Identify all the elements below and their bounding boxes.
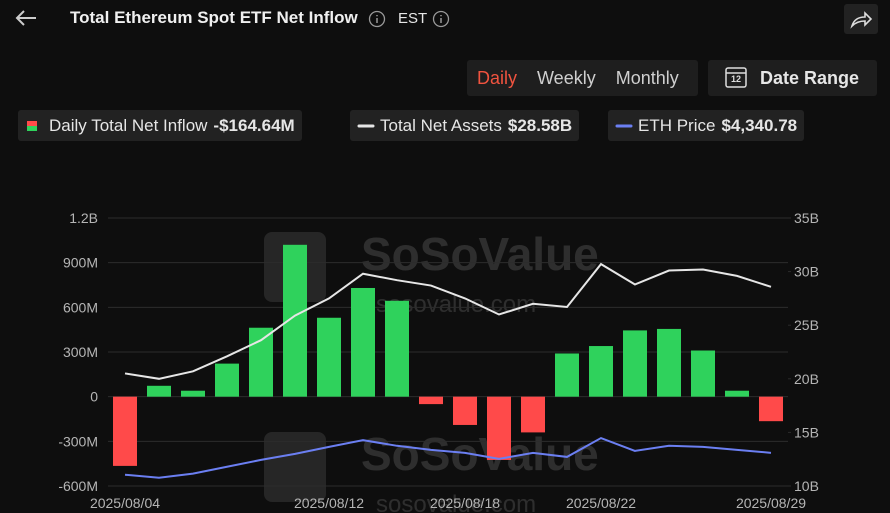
bar	[113, 396, 137, 466]
period-tabs: Daily Weekly Monthly	[467, 60, 698, 96]
legend-value: -$164.64M	[213, 115, 295, 135]
y2-tick-label: 30B	[794, 264, 819, 280]
legend-label: Daily Total Net Inflow	[49, 115, 208, 135]
y-tick-label: 0	[90, 389, 98, 405]
bar	[623, 330, 647, 397]
tab-weekly[interactable]: Weekly	[537, 67, 596, 88]
line	[124, 262, 772, 380]
bar	[249, 327, 273, 397]
x-tick-label: 2025/08/22	[566, 495, 636, 511]
bar	[725, 390, 749, 397]
y-tick-label: 300M	[63, 344, 98, 360]
x-tick-label: 2025/08/04	[90, 495, 160, 511]
y-tick-label: -600M	[58, 478, 98, 494]
date-range-label: Date Range	[760, 67, 860, 88]
bar	[419, 396, 443, 405]
tab-monthly[interactable]: Monthly	[615, 67, 679, 88]
x-tick-label: 2025/08/18	[430, 495, 500, 511]
watermark: SoSoValue	[361, 228, 599, 280]
legend-swatch	[357, 124, 375, 127]
chart: SoSoValuesosovalue.comSoSoValuesosovalue…	[58, 210, 819, 513]
watermark-logo	[264, 432, 326, 502]
bar	[521, 396, 545, 433]
y-tick-label: -300M	[58, 433, 98, 449]
legend-swatch	[27, 120, 37, 131]
y-tick-label: 900M	[63, 255, 98, 271]
bar	[351, 287, 375, 397]
y2-tick-label: 20B	[794, 371, 819, 387]
bar	[487, 396, 511, 460]
info-icon[interactable]	[432, 10, 450, 28]
page-title: Total Ethereum Spot ETF Net Inflow	[70, 8, 358, 27]
tab-daily[interactable]: Daily	[477, 67, 518, 88]
calendar-icon: 12	[725, 67, 747, 88]
share-button[interactable]	[844, 4, 878, 34]
timezone: EST	[398, 10, 428, 27]
legend-item[interactable]: Daily Total Net Inflow -$164.64M	[18, 110, 302, 141]
bar	[589, 346, 613, 397]
x-tick-label: 2025/08/29	[736, 495, 806, 511]
bar	[657, 328, 681, 397]
legend-label: ETH Price	[638, 115, 716, 135]
y2-tick-label: 25B	[794, 317, 819, 333]
calendar-day: 12	[731, 74, 741, 84]
bar	[147, 385, 171, 397]
bar	[385, 300, 409, 397]
y-tick-label: 600M	[63, 299, 98, 315]
legend-value: $4,340.78	[721, 115, 798, 135]
date-range-button[interactable]: 12 Date Range	[708, 60, 877, 96]
watermark-url: sosovalue.com	[376, 491, 536, 513]
y2-tick-label: 35B	[794, 210, 819, 226]
bar	[215, 363, 239, 397]
info-icon[interactable]	[368, 10, 386, 28]
legend-item[interactable]: Total Net Assets $28.58B	[350, 110, 580, 141]
bar	[555, 353, 579, 397]
legend-item[interactable]: ETH Price $4,340.78	[608, 110, 805, 141]
legend-swatch	[615, 124, 633, 127]
bar	[181, 390, 205, 397]
line	[124, 436, 772, 479]
bar	[691, 350, 715, 397]
watermark: SoSoValue	[361, 428, 599, 480]
back-button[interactable]	[14, 8, 38, 28]
y-tick-label: 1.2B	[69, 210, 98, 226]
bar	[317, 317, 341, 397]
bar	[453, 396, 477, 425]
legend-value: $28.58B	[507, 115, 573, 135]
y2-tick-label: 10B	[794, 478, 819, 494]
legend-label: Total Net Assets	[380, 115, 502, 135]
x-tick-label: 2025/08/12	[294, 495, 364, 511]
bar	[759, 396, 783, 422]
y2-tick-label: 15B	[794, 424, 819, 440]
